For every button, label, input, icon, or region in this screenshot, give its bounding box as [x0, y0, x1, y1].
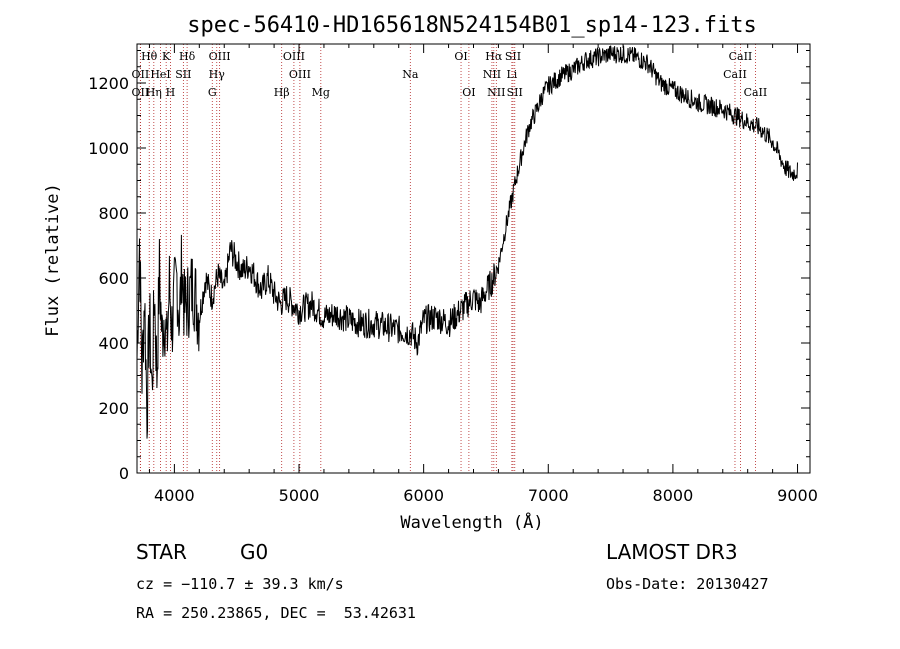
- spectral-line-label: SII: [505, 50, 521, 63]
- x-tick-label: 7000: [528, 486, 569, 505]
- spectral-line-label: CaII: [729, 50, 753, 63]
- y-tick-label: 1200: [88, 74, 129, 93]
- y-tick-label: 1000: [88, 139, 129, 158]
- spectral-line-label: OI: [454, 50, 467, 63]
- chart-title: spec-56410-HD165618N524154B01_sp14-123.f…: [187, 13, 757, 38]
- x-tick-label: 9000: [777, 486, 818, 505]
- y-tick-label: 800: [98, 204, 129, 223]
- coordinates: RA = 250.23865, DEC = 53.42631: [136, 604, 416, 622]
- spectral-line-label: NII: [487, 86, 505, 99]
- spectral-line-label: Hδ: [179, 50, 196, 63]
- spectral-line-label: SII: [175, 68, 191, 81]
- spectral-line-label: OIII: [289, 68, 311, 81]
- spectral-line-label: OII: [132, 86, 150, 99]
- spectral-line-label: H: [166, 86, 176, 99]
- spectral-line-label: HeI: [150, 68, 170, 81]
- object-type: STAR: [136, 540, 187, 564]
- spectral-line-label: Hβ: [274, 86, 290, 99]
- spectral-line-label: OIII: [209, 50, 231, 63]
- spectral-line-label: Hγ: [209, 68, 226, 81]
- spectral-line-label: Li: [506, 68, 517, 81]
- spectral-line-label: K: [162, 50, 171, 63]
- spectral-subclass: G0: [240, 540, 269, 564]
- axis-ticks: 4000 5000 6000 7000 8000 9000 0 200 400 600 800 100…: [88, 44, 818, 505]
- spectral-line-label: OI: [462, 86, 475, 99]
- spectral-line-label: SII: [507, 86, 523, 99]
- spectral-line-label: Mg: [312, 86, 330, 99]
- spectral-line-label: NII: [483, 68, 501, 81]
- y-tick-label: 600: [98, 269, 129, 288]
- y-tick-label: 200: [98, 399, 129, 418]
- x-tick-label: 8000: [653, 486, 694, 505]
- x-axis-label: Wavelength (Å): [400, 511, 543, 533]
- spectral-line-label: Hη: [146, 86, 162, 99]
- spectral-line-label: Hα: [485, 50, 503, 63]
- y-axis-label: Flux (relative): [43, 183, 63, 337]
- redshift-text: cz = −110.7 ± 39.3 km/s: [136, 575, 344, 593]
- spectral-line-label: CaII: [744, 86, 768, 99]
- spectral-line-label: Hθ: [141, 50, 158, 63]
- y-tick-label: 400: [98, 334, 129, 353]
- flux-series-line: [136, 45, 798, 439]
- y-tick-label: 0: [119, 464, 129, 483]
- x-tick-label: 5000: [279, 486, 320, 505]
- spectral-line-label: CaII: [723, 68, 747, 81]
- plot-frame: [136, 43, 811, 474]
- x-tick-label: 4000: [154, 486, 195, 505]
- x-tick-label: 6000: [403, 486, 444, 505]
- obs-date: Obs-Date: 20130427: [606, 575, 769, 593]
- spectral-line-label: Na: [402, 68, 419, 81]
- spectral-line-label: OIII: [283, 50, 305, 63]
- spectral-line-label: G: [208, 86, 217, 99]
- survey-name: LAMOST DR3: [606, 540, 738, 564]
